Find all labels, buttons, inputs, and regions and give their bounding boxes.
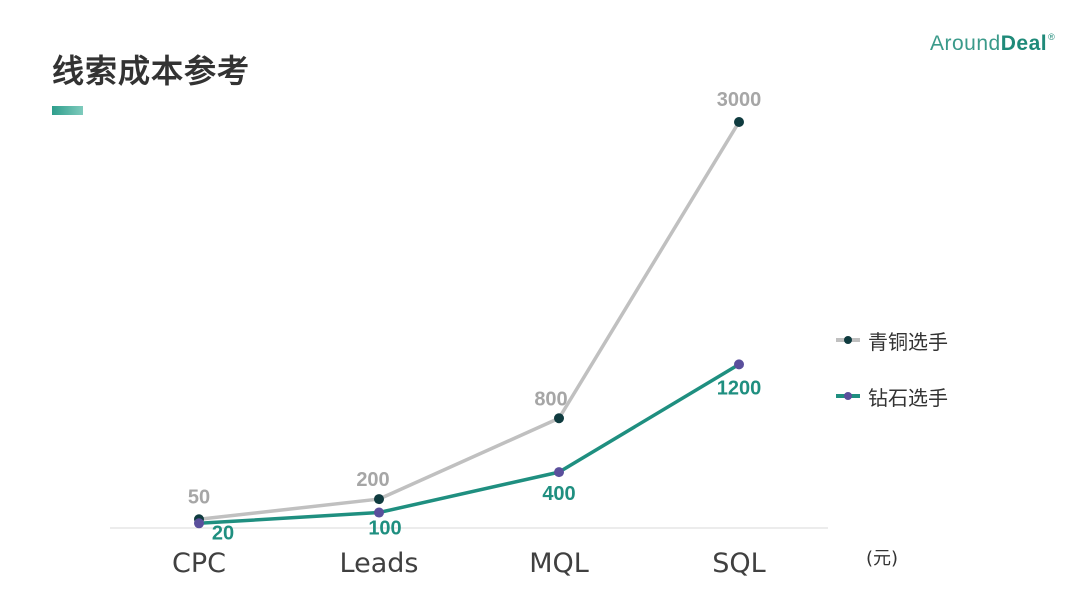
data-label: 20 — [212, 522, 234, 544]
data-label: 400 — [542, 483, 575, 505]
x-tick-labels: CPC Leads MQL SQL — [172, 548, 766, 579]
series-layer: 50 200 800 3000 20 100 400 1200 — [188, 89, 761, 544]
legend-item-bronze: 青铜选手 — [836, 326, 948, 354]
title-accent-bar — [52, 106, 83, 115]
series-bronze: 50 200 800 3000 — [188, 89, 762, 525]
data-point — [734, 117, 744, 127]
series-diamond: 20 100 400 1200 — [194, 359, 761, 544]
unit-label: (元) — [866, 548, 899, 569]
legend-label-bronze: 青铜选手 — [868, 329, 948, 354]
legend-item-diamond: 钻石选手 — [836, 382, 948, 410]
data-point — [554, 413, 564, 424]
data-point — [374, 507, 384, 518]
x-tick-label: SQL — [712, 548, 765, 579]
data-point — [734, 359, 744, 370]
data-label: 50 — [188, 486, 210, 508]
series-line — [198, 362, 740, 526]
brand-registered-mark: ® — [1048, 32, 1056, 42]
brand-logo-bold: Deal — [1000, 32, 1048, 55]
data-label: 3000 — [717, 89, 762, 111]
brand-logo: AroundDeal® — [930, 32, 1055, 56]
legend-swatch-bronze — [836, 326, 862, 354]
data-label: 800 — [534, 388, 567, 410]
page-title: 线索成本参考 — [52, 52, 251, 90]
data-point — [374, 494, 384, 505]
data-point — [194, 518, 204, 529]
brand-logo-light: Around — [930, 32, 1001, 55]
x-tick-label: CPC — [172, 548, 226, 579]
series-line — [198, 121, 741, 522]
x-tick-label: Leads — [340, 548, 419, 579]
data-label: 100 — [368, 518, 401, 540]
legend-label-diamond: 钻石选手 — [868, 385, 948, 410]
legend-swatch-diamond — [836, 382, 862, 410]
data-point — [554, 467, 564, 478]
x-tick-label: MQL — [529, 548, 589, 579]
legend: 青铜选手 钻石选手 — [836, 326, 948, 438]
data-label: 200 — [356, 469, 389, 491]
data-label: 1200 — [717, 377, 762, 399]
